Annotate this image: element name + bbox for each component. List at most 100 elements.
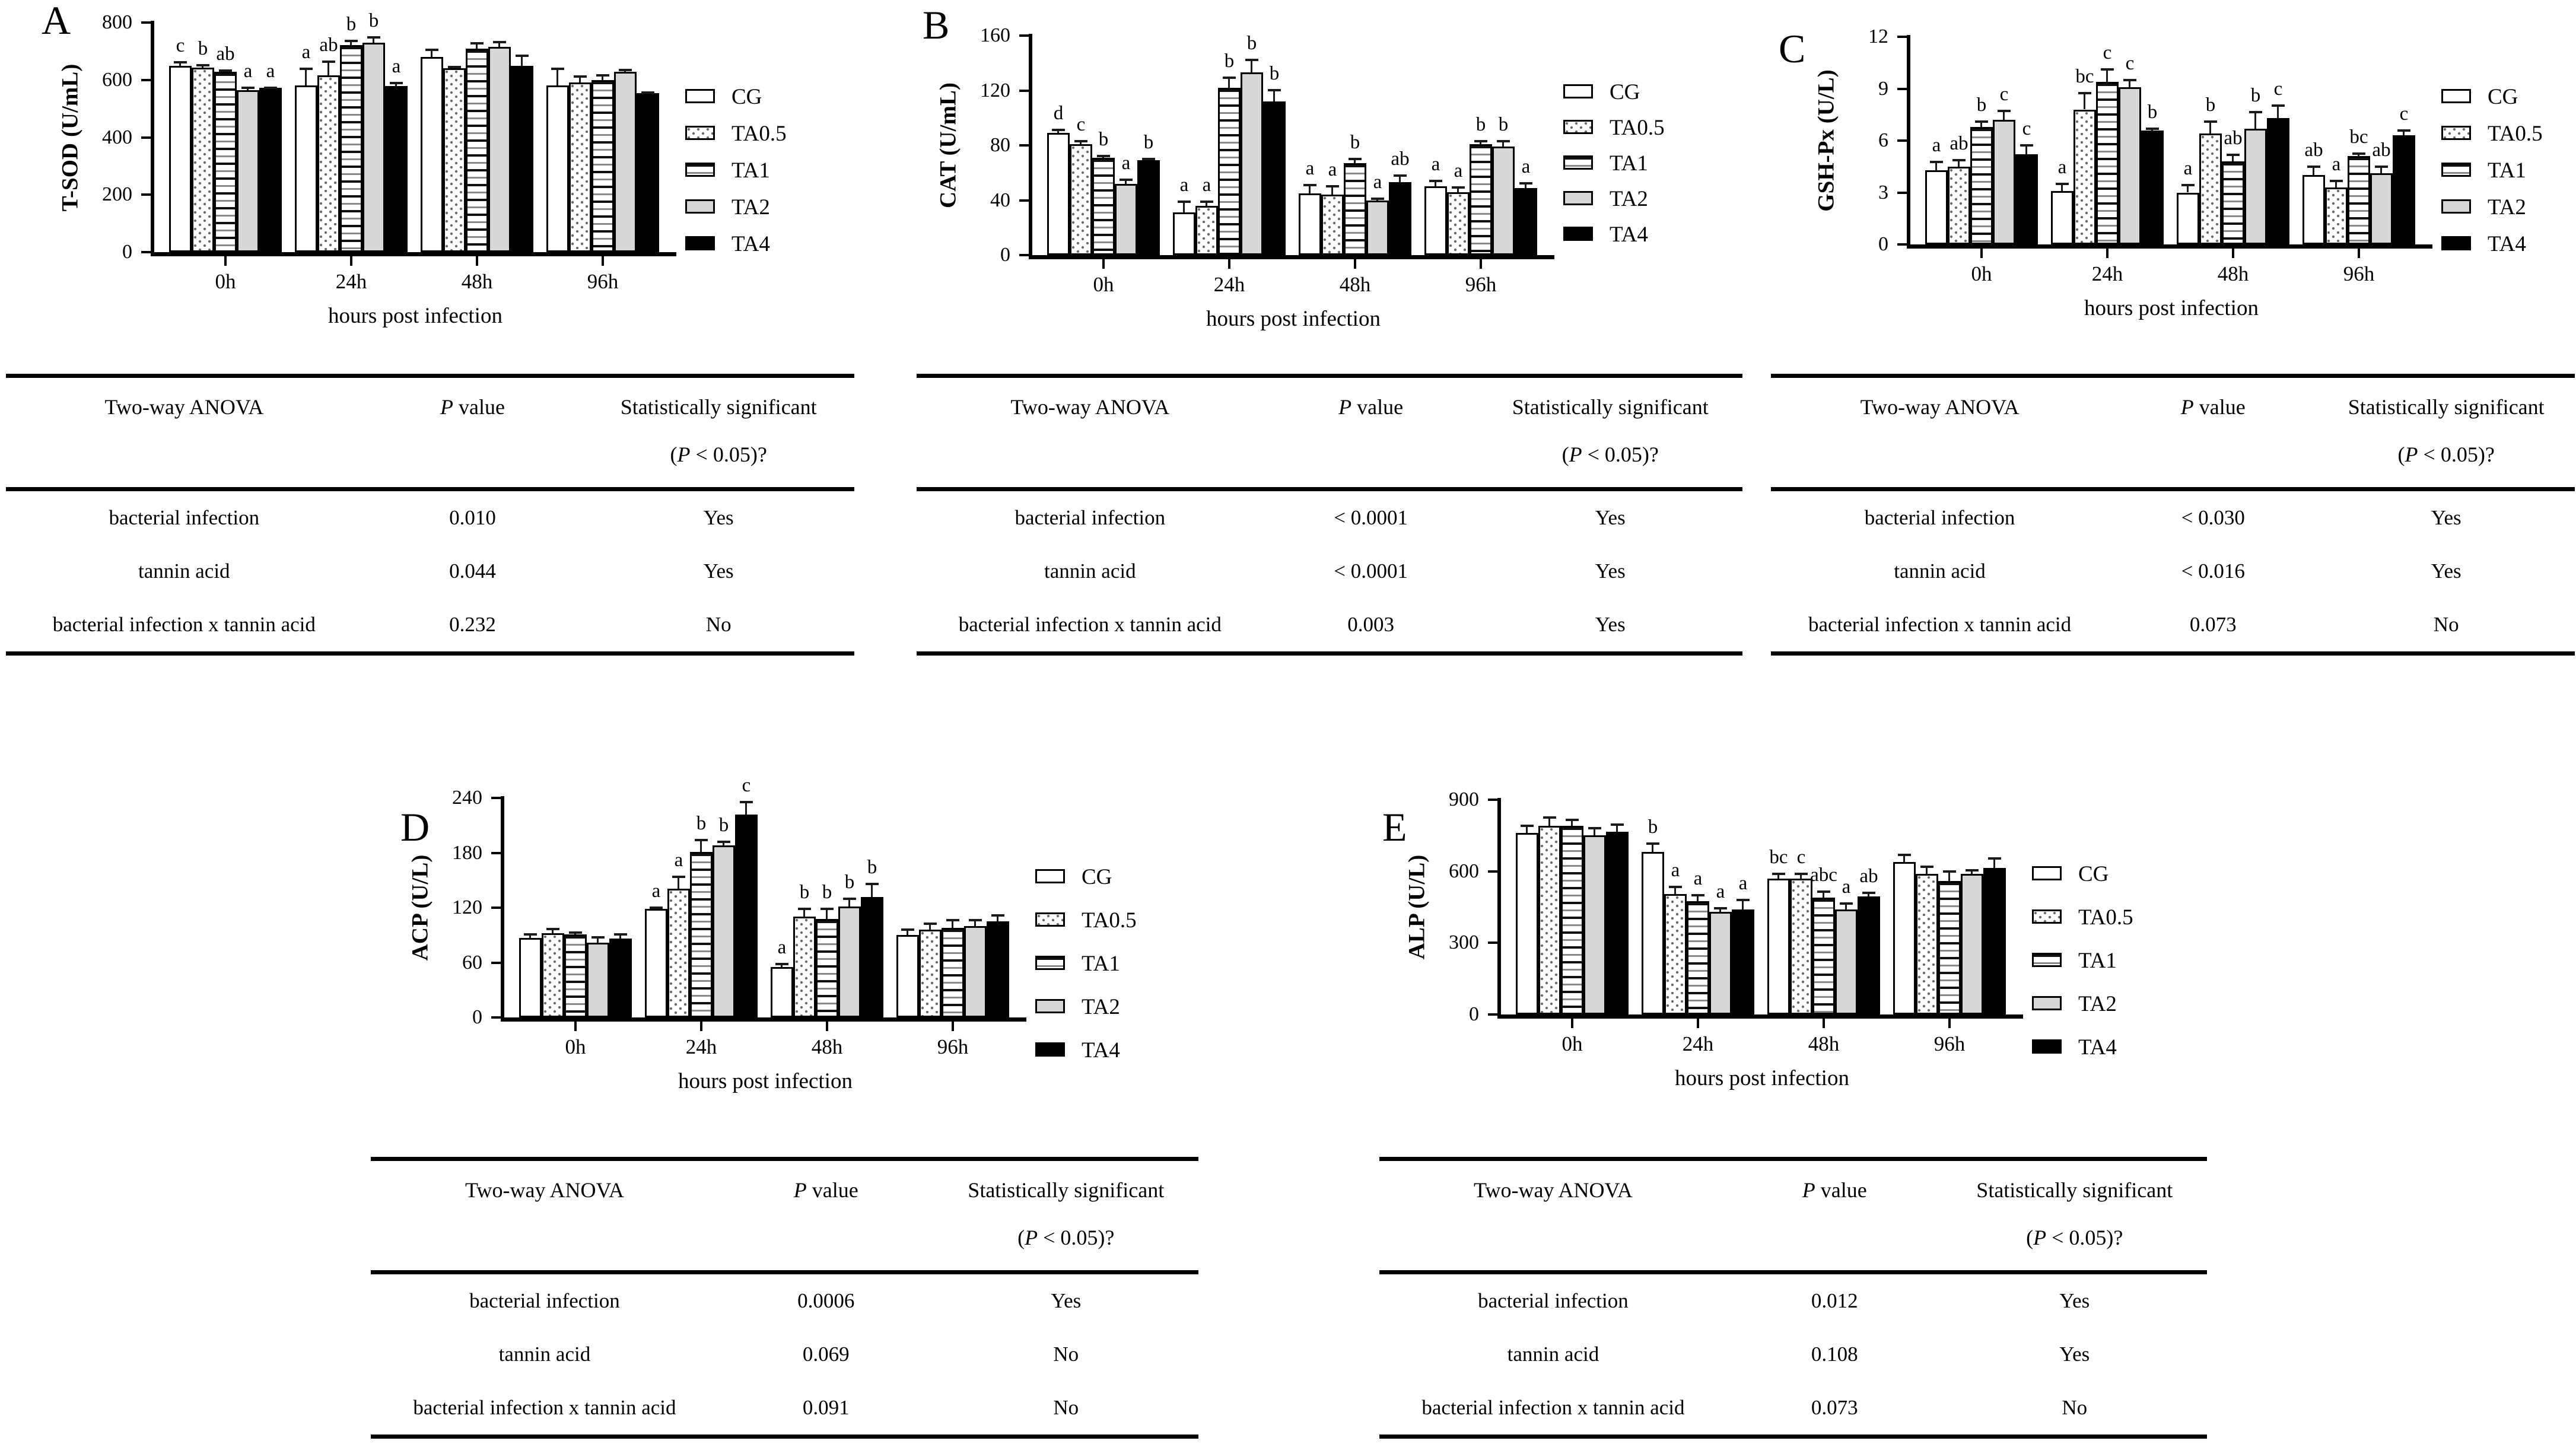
sig-letter: ab <box>1391 148 1410 170</box>
legend-swatch <box>1035 1042 1065 1057</box>
cell-factor: tannin acid <box>1894 559 1986 583</box>
error-bar-cap <box>596 74 609 77</box>
chart-D: D ACP (U/L) 0 60 120 180 240 0h 24h a a b b c 48h a b b b b… <box>368 759 1293 1142</box>
cell-factor: tannin acid <box>498 1343 591 1366</box>
error-bar-cap <box>1862 891 1875 894</box>
error-bar-cap <box>946 918 959 921</box>
error-bar <box>1399 174 1401 183</box>
cell-factor: tannin acid <box>1507 1343 1599 1366</box>
sig-letter: c <box>2273 78 2283 100</box>
sig-letter: a <box>1121 152 1131 174</box>
y-tick <box>141 136 151 139</box>
bar <box>1642 852 1664 1014</box>
sig-letter: a <box>2183 157 2193 179</box>
error-bar-cap <box>2020 144 2033 147</box>
legend-label: TA2 <box>2078 992 2117 1016</box>
sig-letter: b <box>346 14 357 36</box>
bar <box>1925 170 1948 244</box>
y-axis <box>1497 798 1501 1014</box>
cell-significant: Yes <box>2431 559 2461 583</box>
error-bar-cap <box>1840 902 1853 905</box>
error-bar <box>2061 183 2063 191</box>
x-axis <box>151 252 676 256</box>
bar <box>1687 901 1709 1014</box>
p-rest: value <box>453 395 505 419</box>
cell-factor: bacterial infection x tannin acid <box>1808 613 2072 636</box>
legend-swatch <box>2441 89 2471 103</box>
error-bar-cap <box>448 65 461 68</box>
error-bar <box>1971 869 1973 874</box>
bar <box>214 72 237 252</box>
error-bar-cap <box>924 922 937 925</box>
sig-letter: ab <box>2224 127 2243 149</box>
error-bar-cap <box>775 962 788 965</box>
error-bar-cap <box>1349 157 1362 160</box>
legend-swatch <box>685 199 715 214</box>
error-bar-cap <box>591 936 605 939</box>
error-bar <box>305 68 307 86</box>
sig-letter: b <box>1475 113 1486 135</box>
anova-table-D: Two-way ANOVA P value Statistically signif… <box>371 1157 1198 1439</box>
table-header-significant-line2: (P < 0.05)? <box>1942 1216 2207 1270</box>
cell-p-value: 0.010 <box>449 506 496 529</box>
legend-label: TA1 <box>1610 151 1648 176</box>
sig-letter: abc <box>1810 864 1837 886</box>
y-tick-label: 6 <box>1878 129 1888 151</box>
cell-significant: Yes <box>1595 613 1626 636</box>
cell-significant: Yes <box>2059 1289 2090 1312</box>
table-row: tannin acid < 0.0001 Yes <box>917 545 1742 598</box>
significant-line2-part: ( <box>670 443 678 466</box>
y-axis <box>1907 35 1910 244</box>
y-tick <box>1897 87 1907 90</box>
bar <box>2393 135 2415 244</box>
significant-line2-part: < 0.05)? <box>2046 1226 2123 1249</box>
error-bar-cap <box>1772 872 1785 875</box>
y-tick-label: 9 <box>1878 77 1888 100</box>
error-bar <box>350 40 352 45</box>
x-tick-label: 24h <box>2091 262 2123 285</box>
error-bar <box>1228 77 1230 88</box>
significant-line2-part: P <box>2033 1226 2047 1249</box>
bar <box>1344 163 1366 255</box>
bar <box>1893 861 1916 1014</box>
error-bar-cap <box>2146 128 2159 131</box>
legend-swatch <box>2441 126 2471 140</box>
error-bar <box>476 42 478 49</box>
y-tick-label: 200 <box>102 183 132 206</box>
bar <box>1938 880 1961 1014</box>
error-bar <box>2187 183 2189 193</box>
sig-letter: a <box>2057 157 2067 179</box>
y-tick <box>1897 243 1907 246</box>
error-bar-cap <box>425 48 438 51</box>
sig-letter: a <box>674 850 683 872</box>
sig-letter: a <box>651 880 661 902</box>
y-tick-label: 3 <box>1878 181 1888 203</box>
x-axis-title: hours post infection <box>328 304 503 328</box>
sig-letter: b <box>198 38 208 60</box>
x-tick-label: 48h <box>1808 1032 1840 1055</box>
x-tick-label: 48h <box>2217 262 2249 285</box>
bar <box>1948 166 1970 244</box>
bar <box>1606 832 1629 1014</box>
y-tick-label: 160 <box>980 24 1010 46</box>
error-bar-cap <box>1930 160 1943 163</box>
bar <box>192 67 214 252</box>
sig-letter: a <box>1932 134 1941 156</box>
error-bar-cap <box>2101 68 2114 71</box>
bar <box>1092 157 1115 255</box>
legend-label: TA4 <box>2488 232 2526 256</box>
cell-p-value: 0.044 <box>449 559 496 583</box>
sig-letter: c <box>1076 113 1086 135</box>
y-tick <box>491 851 501 854</box>
bar <box>1812 897 1835 1014</box>
bar <box>2303 175 2325 244</box>
cell-significant: No <box>2433 613 2459 636</box>
table-header-p-value: P value <box>1727 1161 1942 1216</box>
error-bar <box>1980 120 1982 127</box>
bar <box>1173 212 1195 255</box>
table-row: bacterial infection < 0.0001 Yes <box>917 491 1742 545</box>
error-bar-cap <box>866 883 879 886</box>
error-bar-cap <box>174 61 187 64</box>
cell-factor: bacterial infection <box>1478 1289 1629 1312</box>
y-tick-label: 180 <box>452 841 482 864</box>
